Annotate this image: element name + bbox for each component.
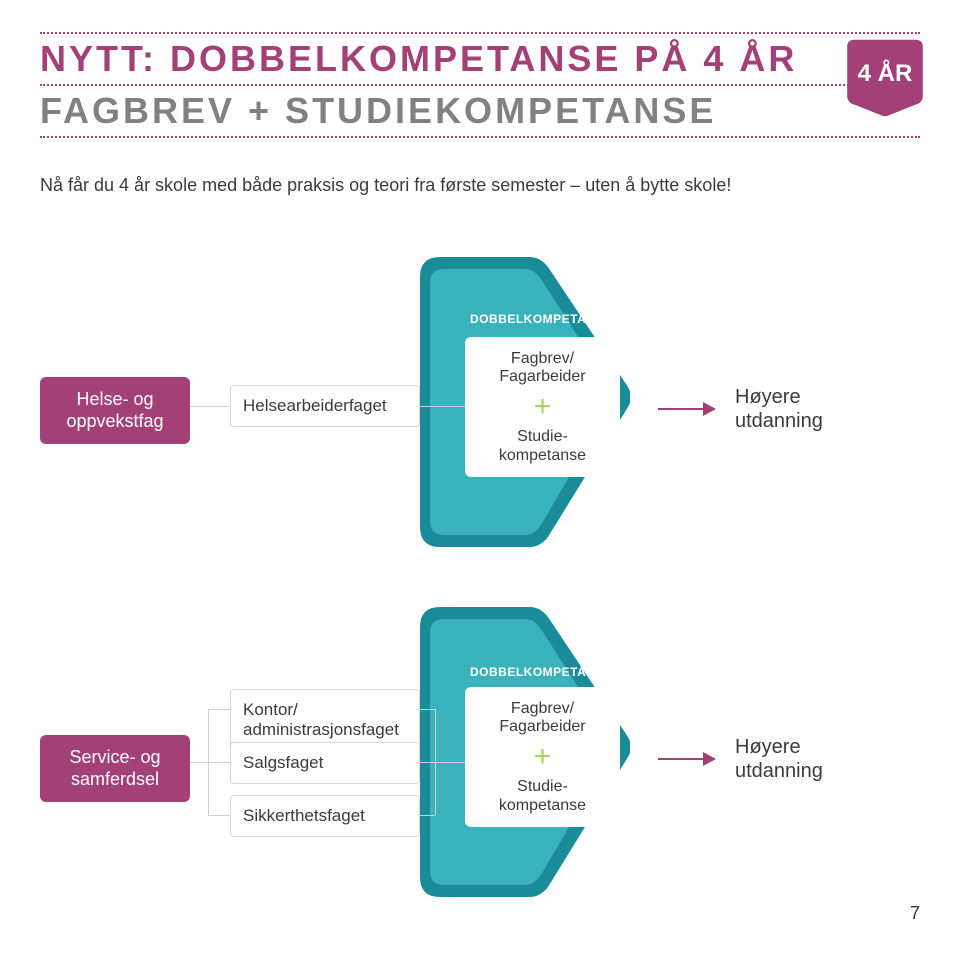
midbox-helsearbeiderfaget: Helsearbeiderfaget [230, 385, 420, 427]
connector [190, 762, 208, 763]
connector [190, 406, 230, 407]
plus-icon: + [534, 392, 552, 422]
dk-label: DOBBELKOMPETANSE [470, 312, 612, 326]
outcome-box: Fagbrev/Fagarbeider + Studie-kompetanse [465, 687, 620, 827]
connector [435, 709, 436, 815]
outcome-top: Fagbrev/Fagarbeider [491, 350, 593, 387]
flow-section-helse: Helse- ogoppvekstfag Helsearbeiderfaget … [40, 257, 920, 557]
midbox-salgsfaget: Salgsfaget [230, 742, 420, 784]
title-line-1: NYTT: DOBBELKOMPETANSE PÅ 4 ÅR [40, 36, 920, 82]
header: NYTT: DOBBELKOMPETANSE PÅ 4 ÅR FAGBREV +… [40, 32, 920, 138]
dk-label: DOBBELKOMPETANSE [470, 665, 612, 679]
connector [208, 762, 230, 763]
outcome-bottom: Studie-kompetanse [491, 428, 594, 465]
connector [420, 762, 465, 763]
connector [420, 815, 435, 816]
badge-text: 4 ÅR [840, 38, 930, 110]
connector [420, 709, 435, 710]
intro-text: Nå får du 4 år skole med både praksis og… [40, 173, 760, 197]
result-text: Høyereutdanning [735, 735, 823, 783]
flow-section-service: Service- ogsamferdsel Kontor/administras… [40, 607, 920, 907]
pill-helse-oppvekstfag: Helse- ogoppvekstfag [40, 377, 190, 444]
badge-4-year: 4 ÅR [840, 38, 930, 128]
pill-service-samferdsel: Service- ogsamferdsel [40, 735, 190, 802]
divider-dotted [40, 84, 920, 86]
outcome-bottom: Studie-kompetanse [491, 778, 594, 815]
divider-dotted [40, 32, 920, 34]
arrow-icon [658, 399, 718, 419]
connector [208, 709, 230, 710]
page-number: 7 [910, 903, 920, 924]
divider-dotted [40, 136, 920, 138]
outcome-top: Fagbrev/Fagarbeider [491, 700, 593, 737]
result-text: Høyereutdanning [735, 385, 823, 433]
plus-icon: + [534, 742, 552, 772]
connector [420, 406, 465, 407]
outcome-box: Fagbrev/Fagarbeider + Studie-kompetanse [465, 337, 620, 477]
midbox-sikkerhetsfaget: Sikkerthetsfaget [230, 795, 420, 837]
connector [208, 815, 230, 816]
arrow-icon [658, 749, 718, 769]
title-line-2: FAGBREV + STUDIEKOMPETANSE [40, 88, 920, 134]
